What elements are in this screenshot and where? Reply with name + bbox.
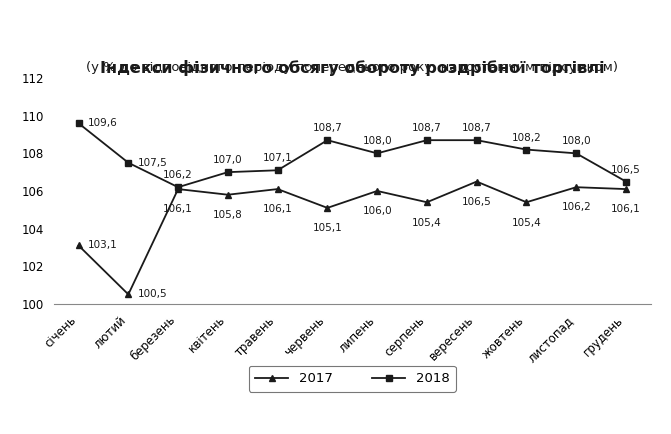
2017: [472, 179, 480, 184]
Text: 100,5: 100,5: [138, 289, 168, 299]
2018: [622, 179, 630, 184]
2018: [572, 151, 580, 156]
2017: [174, 187, 182, 192]
2017: [124, 292, 132, 297]
Title: Індекси фізичного обсягу обороту роздрібної торгівлі: Індекси фізичного обсягу обороту роздріб…: [100, 59, 605, 76]
Text: 106,1: 106,1: [611, 204, 641, 214]
2017: [74, 243, 83, 248]
2018: [174, 184, 182, 190]
Text: 106,2: 106,2: [562, 203, 591, 213]
Text: 109,6: 109,6: [89, 118, 118, 128]
Text: 105,1: 105,1: [313, 223, 342, 233]
Text: 105,4: 105,4: [511, 217, 541, 227]
Line: 2018: 2018: [75, 120, 629, 191]
Text: 105,4: 105,4: [412, 217, 442, 227]
Text: 108,2: 108,2: [511, 133, 541, 143]
Text: 106,1: 106,1: [163, 204, 193, 214]
Text: 106,5: 106,5: [611, 164, 641, 174]
Text: 108,0: 108,0: [562, 136, 591, 146]
Text: (у % до відповідного періоду попереднього року, наростаючим підсумком): (у % до відповідного періоду попередньог…: [87, 61, 618, 74]
2017: [323, 205, 331, 210]
Line: 2017: 2017: [75, 178, 629, 298]
Text: 107,0: 107,0: [213, 155, 243, 165]
2017: [523, 200, 531, 205]
2018: [224, 170, 232, 175]
Text: 107,1: 107,1: [263, 153, 293, 163]
2017: [622, 187, 630, 192]
Text: 106,2: 106,2: [163, 170, 193, 180]
Text: 106,0: 106,0: [362, 206, 392, 216]
2018: [74, 121, 83, 126]
Text: 106,5: 106,5: [462, 197, 492, 207]
2017: [224, 192, 232, 197]
2017: [373, 188, 381, 194]
2018: [423, 138, 431, 143]
Text: 103,1: 103,1: [89, 240, 118, 250]
Text: 108,7: 108,7: [462, 123, 492, 133]
2017: [572, 184, 580, 190]
2018: [523, 147, 531, 152]
2018: [124, 160, 132, 165]
Text: 105,8: 105,8: [213, 210, 243, 220]
2018: [323, 138, 331, 143]
2018: [274, 168, 282, 173]
Legend: 2017, 2018: 2017, 2018: [248, 366, 456, 392]
2018: [373, 151, 381, 156]
2017: [423, 200, 431, 205]
2018: [472, 138, 480, 143]
2017: [274, 187, 282, 192]
Text: 106,1: 106,1: [263, 204, 293, 214]
Text: 108,7: 108,7: [313, 123, 342, 133]
Text: 108,0: 108,0: [362, 136, 392, 146]
Text: 108,7: 108,7: [412, 123, 442, 133]
Text: 107,5: 107,5: [138, 158, 168, 168]
